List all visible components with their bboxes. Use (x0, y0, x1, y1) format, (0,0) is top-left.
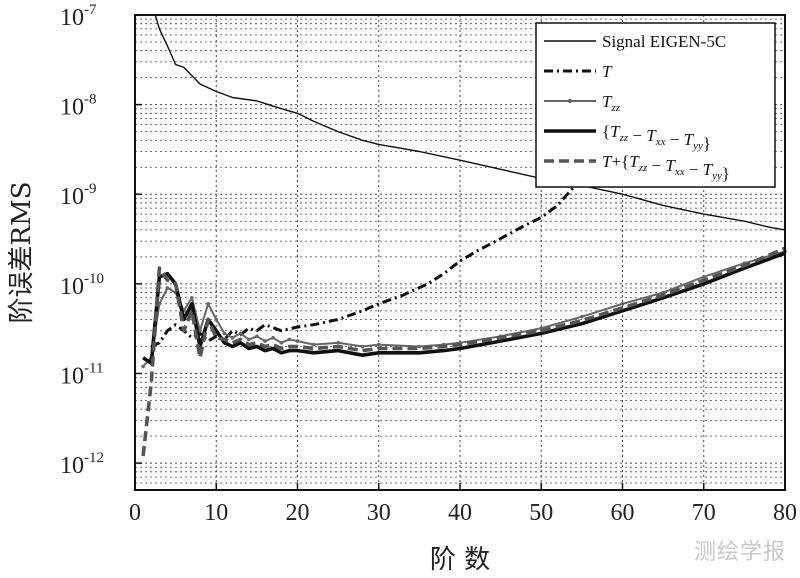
x-tick-label: 10 (204, 500, 228, 526)
series-point-2 (165, 286, 170, 290)
x-ticks: 0 10 20 30 40 50 60 70 80 (129, 483, 797, 526)
y-axis-title: 阶误差RMS (7, 181, 37, 323)
y-tick-label: 10-11 (60, 360, 103, 389)
series-line-4 (141, 246, 786, 457)
x-tick-label: 70 (692, 500, 716, 526)
legend-label-1: T (602, 62, 613, 81)
series-point-2 (311, 342, 316, 347)
y-tick-label: 10-9 (60, 181, 97, 210)
series-point-2 (141, 364, 145, 369)
x-axis-title: 阶 数 (430, 545, 490, 575)
series-point-2 (417, 344, 422, 349)
series-line-3 (142, 251, 786, 366)
series-point-2 (271, 336, 275, 340)
legend: Signal EIGEN-5C T Tzz {Tzz − Txx − Tyy}T+{T… (535, 22, 776, 188)
series-point-2 (190, 295, 194, 300)
watermark: 测绘学报 (693, 540, 786, 565)
series-layer (141, 14, 787, 457)
series-point-2 (620, 301, 625, 306)
series-point-2 (214, 317, 219, 322)
y-tick-label: 10-12 (60, 450, 104, 479)
x-tick-label: 40 (448, 500, 472, 526)
legend-label-3: {Tzz − Txx − Tyy} (602, 122, 711, 153)
x-tick-label: 50 (529, 500, 553, 526)
series-point-2 (295, 339, 300, 343)
x-tick-label: 20 (286, 500, 310, 526)
series-point-2 (287, 337, 292, 342)
series-point-2 (222, 331, 227, 336)
series-point-2 (376, 342, 381, 347)
x-tick-label: 80 (773, 500, 797, 526)
series-point-2 (255, 334, 259, 339)
x-tick-label: 30 (367, 500, 391, 526)
y-tick-label: 10-7 (60, 2, 97, 31)
series-point-2 (238, 331, 243, 336)
series-line-0 (154, 14, 786, 231)
series-point-2 (580, 314, 584, 319)
series-point-2 (206, 301, 210, 306)
series-point-2 (701, 274, 706, 279)
y-ticks: 10-7 10-8 10-9 10-10 10-11 10-12 (60, 2, 142, 479)
series-line-1 (150, 186, 575, 348)
y-tick-label: 10-10 (60, 271, 104, 300)
series-point-2 (360, 344, 365, 349)
legend-swatch-marker (567, 98, 573, 104)
legend-label-2: Tzz (602, 92, 621, 114)
series-point-2 (263, 339, 267, 343)
legend-label-4: T+{Tzz − Txx − Tyy} (602, 152, 730, 183)
x-tick-label: 60 (611, 500, 635, 526)
series-point-2 (198, 328, 202, 333)
series-point-2 (279, 341, 284, 345)
y-tick-label: 10-8 (60, 92, 97, 121)
x-tick-label: 0 (129, 500, 141, 526)
series-point-2 (230, 336, 235, 340)
series-point-2 (336, 341, 340, 345)
series-point-2 (246, 337, 251, 342)
legend-label-0: Signal EIGEN-5C (602, 32, 726, 51)
